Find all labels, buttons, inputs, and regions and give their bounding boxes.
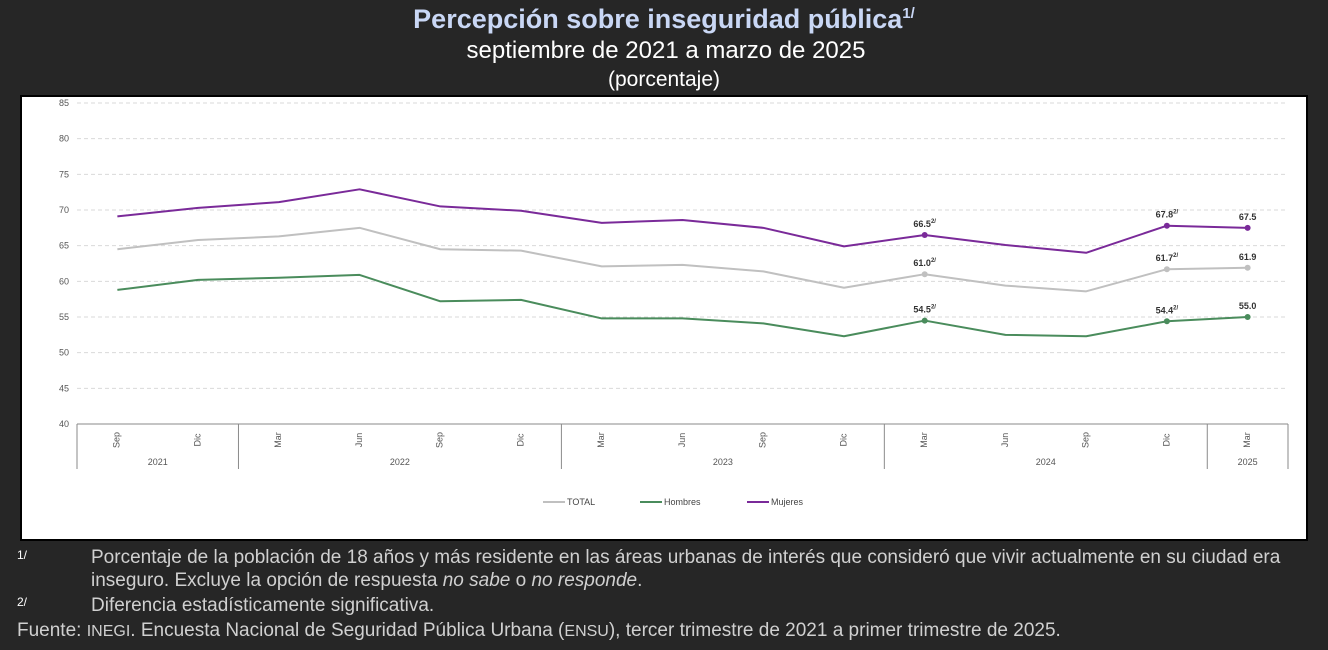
line-chart: 85 80 75 70 65 60 55 50 45 40 Sep Dic Mar Jun Sep Dic Ma…: [59, 98, 1289, 507]
x-tick-label: Dic: [515, 433, 525, 446]
source-note: Fuente: INEGI. Encuesta Nacional de Segu…: [17, 620, 1061, 642]
source-org: INEGI: [86, 623, 131, 640]
data-label: 61.02/: [913, 258, 936, 268]
series-line-mujeres: [117, 188, 1248, 254]
x-tick-label: Jun: [677, 433, 687, 448]
x-tick-label: Sep: [758, 432, 768, 448]
x-tick-label: Jun: [354, 433, 364, 448]
y-tick-label: 45: [59, 383, 69, 393]
footnote-1-mid: o: [510, 570, 532, 591]
y-tick-label: 60: [59, 276, 69, 286]
data-point: [1163, 222, 1170, 229]
data-label: 54.42/: [1156, 305, 1179, 315]
year-label: 2024: [1036, 457, 1056, 467]
data-point: [921, 271, 928, 278]
legend-label: Hombres: [664, 497, 701, 507]
x-tick-label: Sep: [1081, 432, 1091, 448]
source-text: . Encuesta Nacional de Seguridad Pública…: [130, 620, 565, 641]
chart-title-text: Percepción sobre inseguridad pública: [413, 4, 903, 34]
x-tick-label: Mar: [273, 432, 283, 448]
chart-header: Percepción sobre inseguridad pública1/ s…: [0, 0, 1328, 96]
y-tick-label: 85: [59, 98, 69, 108]
data-point: [1244, 224, 1251, 231]
data-point: [1163, 266, 1170, 273]
data-label: 66.52/: [913, 219, 936, 229]
data-label-footnote: 2/: [1173, 253, 1178, 259]
data-point: [921, 231, 928, 238]
data-label-footnote: 2/: [931, 219, 936, 225]
data-label-footnote: 2/: [1173, 305, 1178, 311]
x-tick-label: Mar: [919, 432, 929, 448]
data-label-footnote: 2/: [1173, 210, 1178, 216]
y-tick-label: 65: [59, 241, 69, 251]
footnote-2: Diferencia estadísticamente significativ…: [91, 595, 435, 616]
year-label: 2023: [713, 457, 733, 467]
data-label: 61.72/: [1156, 253, 1179, 263]
data-label: 67.5: [1239, 212, 1257, 222]
footnote-mark-1: 1/: [17, 548, 28, 562]
year-label: 2021: [148, 457, 168, 467]
legend-label: TOTAL: [567, 497, 595, 507]
source-acronym: ENSU: [564, 623, 609, 640]
chart-area: 85 80 75 70 65 60 55 50 45 40 Sep Dic Mar Jun Sep Dic Ma…: [20, 95, 1308, 541]
x-tick-label: Mar: [1242, 432, 1252, 448]
x-tick-label: Sep: [435, 432, 445, 448]
title-footnote-mark: 1/: [902, 5, 915, 22]
data-label-footnote: 2/: [931, 258, 936, 264]
x-tick-label: Jun: [1000, 433, 1010, 448]
footnote-1: Porcentaje de la población de 18 años y …: [91, 546, 1291, 592]
chart-unit: (porcentaje): [607, 68, 721, 91]
footnote-1-italic-b: no responde: [531, 570, 638, 591]
source-suffix: ), tercer trimestre de 2021 a primer tri…: [608, 620, 1061, 641]
x-tick-label: Dic: [1161, 433, 1171, 446]
data-label: 67.82/: [1156, 210, 1179, 220]
series-line-hombres: [117, 273, 1248, 338]
y-tick-label: 80: [59, 134, 69, 144]
y-tick-label: 50: [59, 348, 69, 358]
source-prefix: Fuente:: [17, 620, 87, 641]
footnote-mark-2: 2/: [17, 595, 28, 609]
year-label: 2025: [1238, 457, 1258, 467]
y-tick-label: 40: [59, 419, 69, 429]
x-tick-label: Sep: [112, 432, 122, 448]
x-tick-label: Mar: [596, 432, 606, 448]
footnote-1-text: Porcentaje de la población de 18 años y …: [91, 547, 1281, 591]
x-tick-label: Dic: [192, 433, 202, 446]
legend-label: Mujeres: [771, 497, 804, 507]
y-tick-label: 70: [59, 205, 69, 215]
series-line-total: [117, 226, 1248, 293]
data-label: 55.0: [1239, 301, 1257, 311]
chart-title: Percepción sobre inseguridad pública1/: [0, 4, 1328, 35]
y-tick-label: 55: [59, 312, 69, 322]
x-tick-label: Dic: [838, 433, 848, 446]
footnote-1-end: .: [637, 570, 643, 591]
data-point: [1244, 264, 1251, 271]
data-point: [921, 317, 928, 324]
year-label: 2022: [390, 457, 410, 467]
y-tick-label: 75: [59, 169, 69, 179]
data-label: 61.9: [1239, 252, 1257, 262]
chart-subtitle: septiembre de 2021 a marzo de 2025: [466, 37, 866, 64]
data-point: [1244, 314, 1251, 320]
data-label: 54.52/: [913, 305, 936, 315]
footnote-1-italic-a: no sabe: [442, 570, 511, 591]
data-point: [1163, 318, 1170, 325]
data-label-footnote: 2/: [931, 305, 936, 311]
